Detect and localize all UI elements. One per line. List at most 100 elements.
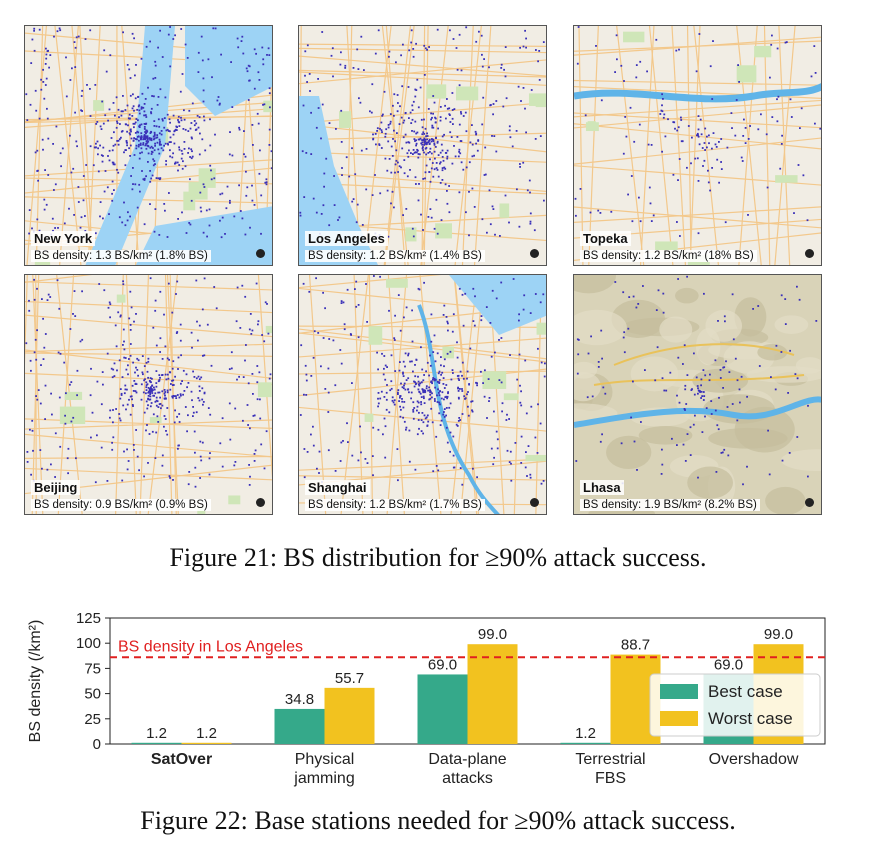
base-station-dot <box>178 125 181 127</box>
base-station-dot <box>105 70 108 73</box>
road <box>574 137 821 165</box>
base-station-dot <box>457 387 459 390</box>
base-station-dot <box>709 373 711 376</box>
base-station-dot <box>126 403 129 406</box>
base-station-dot <box>132 444 135 446</box>
base-station-dot <box>415 144 417 147</box>
base-station-dot <box>137 131 140 134</box>
base-station-dot <box>486 417 488 419</box>
base-station-dot <box>429 151 431 153</box>
base-station-dot <box>709 65 712 68</box>
base-station-dot <box>166 373 169 376</box>
base-station-dot <box>380 147 383 149</box>
base-station-dot <box>394 314 396 317</box>
info-icon <box>256 498 265 507</box>
park-area <box>228 495 241 505</box>
base-station-dot <box>538 50 541 52</box>
base-station-dot <box>727 454 730 457</box>
base-station-dot <box>509 450 512 453</box>
base-station-dot <box>201 398 204 401</box>
base-station-dot <box>155 385 158 388</box>
base-station-dot <box>709 189 711 192</box>
base-station-dot <box>147 397 149 400</box>
base-station-dot <box>190 199 193 202</box>
base-station-dot <box>629 106 632 109</box>
base-station-dot <box>718 396 720 399</box>
base-station-dot <box>165 163 167 166</box>
base-station-dot <box>398 123 401 125</box>
base-station-dot <box>414 381 416 384</box>
base-station-dot <box>59 152 62 155</box>
base-station-dot <box>143 128 146 130</box>
base-station-dot <box>423 44 426 47</box>
base-station-dot <box>738 388 741 391</box>
base-station-dot <box>94 481 97 484</box>
base-station-dot <box>322 204 325 207</box>
base-station-dot <box>414 151 417 154</box>
road <box>386 275 408 514</box>
base-station-dot <box>707 181 710 184</box>
base-station-dot <box>113 189 115 191</box>
base-station-dot <box>138 143 140 146</box>
base-station-dot <box>406 175 409 178</box>
base-station-dot <box>399 361 401 363</box>
base-station-dot <box>30 62 33 64</box>
base-station-dot <box>459 388 461 390</box>
base-station-dot <box>127 460 130 462</box>
base-station-dot <box>697 387 699 390</box>
base-station-dot <box>468 234 470 237</box>
base-station-dot <box>703 159 706 162</box>
road <box>59 26 79 265</box>
base-station-dot <box>264 181 267 184</box>
base-station-dot <box>700 384 702 387</box>
base-station-dot <box>144 378 146 381</box>
base-station-dot <box>806 219 809 222</box>
base-station-dot <box>488 400 490 402</box>
base-station-dot <box>343 323 346 326</box>
base-station-dot <box>529 222 532 225</box>
base-station-dot <box>384 364 387 367</box>
base-station-dot <box>622 336 625 339</box>
base-station-dot <box>268 87 271 90</box>
base-station-dot <box>180 157 183 160</box>
base-station-dot <box>376 127 379 130</box>
base-station-dot <box>192 370 194 373</box>
base-station-dot <box>259 398 261 401</box>
base-station-dot <box>443 408 446 410</box>
base-station-dot <box>60 165 62 168</box>
base-station-dot <box>426 361 429 364</box>
base-station-dot <box>201 441 204 444</box>
base-station-dot <box>437 372 440 375</box>
base-station-dot <box>186 430 188 433</box>
base-station-dot <box>781 134 783 137</box>
base-station-dot <box>505 419 508 421</box>
base-station-dot <box>475 142 477 145</box>
base-station-dot <box>460 111 462 113</box>
base-station-dot <box>111 192 113 195</box>
base-station-dot <box>166 236 169 238</box>
base-station-dot <box>459 370 462 373</box>
base-station-dot <box>473 154 475 157</box>
base-station-dot <box>546 130 547 132</box>
base-station-dot <box>394 370 397 372</box>
base-station-dot <box>176 161 179 164</box>
base-station-dot <box>322 337 325 339</box>
base-station-dot <box>434 146 437 148</box>
base-station-dot <box>90 436 92 439</box>
base-station-dot <box>703 395 706 397</box>
base-station-dot <box>487 378 490 380</box>
base-station-dot <box>51 413 53 416</box>
park-area <box>525 454 546 462</box>
base-station-dot <box>163 392 166 395</box>
base-station-dot <box>490 447 493 450</box>
base-station-dot <box>164 209 166 212</box>
base-station-dot <box>33 278 35 281</box>
park-area <box>455 86 479 101</box>
base-station-dot <box>143 110 146 113</box>
terrain-shading <box>675 287 699 304</box>
base-station-dot <box>32 449 34 452</box>
base-station-dot <box>601 433 603 436</box>
base-station-dot <box>203 119 206 122</box>
base-station-dot <box>426 425 429 427</box>
base-station-dot <box>53 189 55 191</box>
